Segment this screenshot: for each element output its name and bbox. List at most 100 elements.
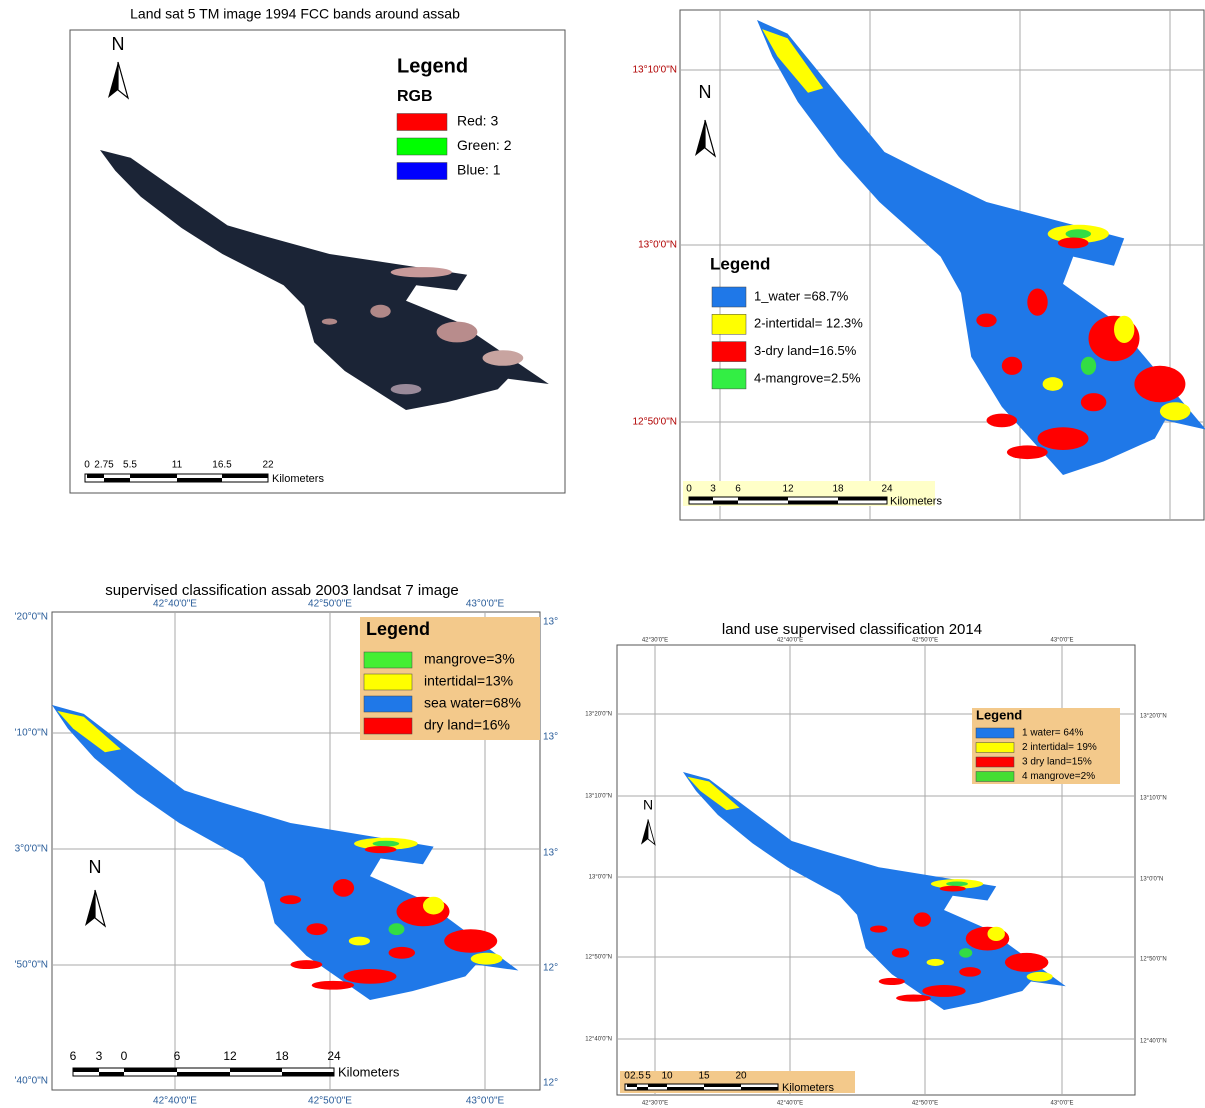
scale-segment [177,1072,230,1076]
scale-segment [667,1087,704,1090]
coordinate-label: 12°50'0"N [585,955,612,961]
panel-2003: supervised classification assab 2003 lan… [15,582,559,1107]
scale-label: 16.5 [212,460,232,471]
scale-unit: Kilometers [272,473,324,485]
scale-segment [838,497,887,501]
coordinate-label: 12° [543,1078,558,1089]
legend-swatch [712,314,746,334]
scale-segment [788,501,838,505]
coordinate-label: 12°50'0"N [1140,957,1167,963]
legend-label: Green: 2 [457,137,512,153]
scale-unit: Kilometers [782,1082,834,1094]
legend-swatch [712,369,746,389]
scale-segment [230,1068,282,1072]
legend-swatch [712,342,746,362]
north-label: N [643,797,653,813]
legend-label: 4-mangrove=2.5% [754,370,861,385]
scale-label: 5.5 [123,460,137,471]
coordinate-label: 13°10'0"N [1140,796,1167,802]
panel-title: Land sat 5 TM image 1994 FCC bands aroun… [130,6,460,22]
scale-label: 6 [174,1049,181,1063]
legend-label: Blue: 1 [457,162,501,178]
coordinate-label: 13°0'0"N [1140,877,1163,883]
legend-title: Legend [397,55,468,77]
legend-label: 2 intertidal= 19% [1022,742,1097,753]
legend-swatch [976,772,1014,782]
coordinate-label: 42°40'0"E [153,1096,197,1107]
legend-swatch [397,114,447,131]
scale-segment [130,474,177,478]
scale-segment [738,497,788,501]
legend-label: 1 water= 64% [1022,728,1084,739]
legend-swatch [976,728,1014,738]
scale-segment [741,1087,778,1090]
coordinate-label: 42°30'0"E [642,638,668,644]
coordinate-label: 13°0'0"N [638,240,677,251]
coordinate-label: 13°0'0"N [589,875,612,881]
scale-label: 3 [710,484,716,495]
scale-label: 6 [735,484,741,495]
north-label: N [699,82,712,102]
coordinate-label: 12°40'0"N [1140,1039,1167,1045]
scale-label: 2.75 [94,460,114,471]
legend-subtitle: RGB [397,88,433,105]
north-label: N [89,857,102,877]
scale-segment [222,474,268,478]
coordinate-label: 42°40'0"E [153,599,197,610]
coordinate-label: 43°0'0"E [1050,1101,1073,1107]
scale-label: 0 [84,460,90,471]
scale-segment [713,501,738,505]
legend-label: Red: 3 [457,113,498,129]
scale-label: 18 [275,1049,289,1063]
legend-swatch [397,138,447,155]
scale-segment [99,1072,124,1076]
legend-label: mangrove=3% [424,651,515,667]
panel-title: land use supervised classification 2014 [722,621,982,638]
coordinate-label: 42°50'0"E [912,638,938,644]
map-figure: Land sat 5 TM image 1994 FCC bands aroun… [0,0,1205,1108]
coordinate-label: 13° [543,732,558,743]
coordinate-label: 13°20'0"N [585,712,612,718]
coordinate-label: '40°0"N [15,1076,48,1087]
scale-segment [73,1068,99,1072]
scale-label: 15 [698,1071,710,1082]
coordinate-label: '50°0"N [15,960,48,971]
coordinate-label: '10°0"N [15,728,48,739]
scale-unit: Kilometers [890,495,942,507]
legend-swatch [976,743,1014,753]
scale-label: 18 [832,484,844,495]
scale-segment [637,1087,648,1090]
legend-label: sea water=68% [424,695,521,711]
legend-title: Legend [366,619,430,639]
coordinate-label: 13°20'0"N [1140,714,1167,720]
scale-segment [104,478,130,482]
scale-label: 5 [645,1071,651,1082]
panel-classified-1994: N Legend 13°10'0"N13°0'0"N12°50'0"N 1_wa… [633,10,1205,520]
legend-swatch [364,718,412,734]
scale-label: 24 [881,484,893,495]
coordinate-label: 42°40'0"E [777,638,803,644]
scale-segment [282,1072,334,1076]
legend-title: Legend [976,707,1022,722]
coordinate-label: 12°50'0"N [633,417,678,428]
coordinate-label: 3°0'0"N [15,844,48,855]
scale-label: 12 [782,484,794,495]
scale-label: 11 [172,460,183,471]
legend-label: 2-intertidal= 12.3% [754,316,863,331]
scale-label: 3 [96,1049,103,1063]
scale-label: 6 [70,1049,77,1063]
scale-label: 22 [262,460,274,471]
scale-unit: Kilometers [338,1064,400,1079]
coordinate-label: 13°10'0"N [633,65,678,76]
scale-label: 0 [686,484,692,495]
legend-swatch [364,674,412,690]
scale-segment [648,1084,667,1087]
coordinate-label: 43°0'0"E [466,599,505,610]
coordinate-label: 42°50'0"E [912,1101,938,1107]
coordinate-label: 42°50'0"E [308,1096,352,1107]
coordinate-label: 13° [543,848,558,859]
legend-swatch [364,652,412,668]
legend-swatch [712,287,746,307]
coordinate-label: 12° [543,963,558,974]
coordinate-label: 43°0'0"E [466,1096,505,1107]
